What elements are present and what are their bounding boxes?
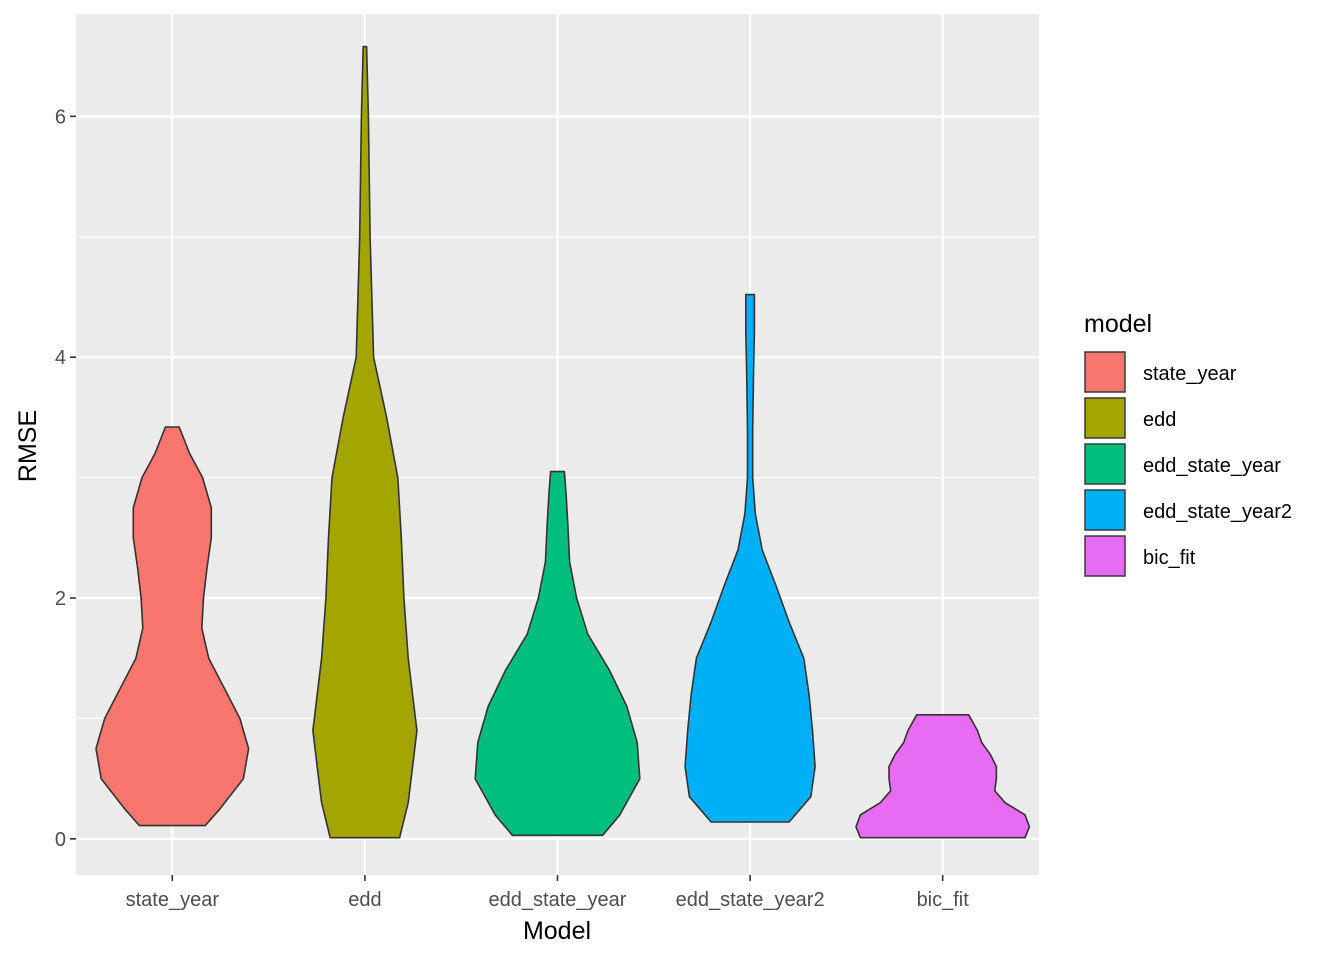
legend-label: state_year	[1143, 363, 1237, 385]
legend-swatch-edd-state-year2	[1084, 489, 1126, 531]
legend-swatch-state-year	[1084, 351, 1126, 393]
y-axis-title: RMSE	[14, 410, 42, 482]
legend-title: model	[1084, 310, 1152, 338]
violin-bic-fit	[855, 714, 1031, 839]
x-tick-label: edd	[348, 889, 381, 911]
y-tick-label: 6	[55, 106, 66, 128]
legend-swatch-edd	[1084, 397, 1126, 439]
y-axis: 0 2 4 6	[55, 106, 76, 851]
x-tick-label: edd_state_year2	[676, 889, 825, 911]
y-tick-label: 0	[55, 829, 66, 851]
violin-edd-state-year	[474, 470, 641, 837]
legend-label: edd_state_year2	[1143, 501, 1292, 523]
violin-edd-state-year2	[684, 293, 816, 823]
y-tick-label: 2	[55, 588, 66, 610]
y-tick-label: 4	[55, 347, 66, 369]
legend-label: edd	[1143, 409, 1176, 431]
legend-label: bic_fit	[1143, 547, 1196, 569]
violin-series	[95, 45, 1031, 839]
legend-swatch-bic-fit	[1084, 535, 1126, 577]
legend-swatch-edd-state-year	[1084, 443, 1126, 485]
x-tick-label: state_year	[126, 889, 220, 911]
violin-edd	[312, 45, 418, 839]
violin-state-year	[95, 426, 250, 827]
x-axis-title: Model	[523, 917, 591, 945]
x-axis: state_year edd edd_state_year edd_state_yea…	[126, 875, 970, 911]
x-tick-label: edd_state_year	[489, 889, 627, 911]
x-tick-label: bic_fit	[917, 889, 970, 911]
legend-label: edd_state_year	[1143, 455, 1281, 477]
